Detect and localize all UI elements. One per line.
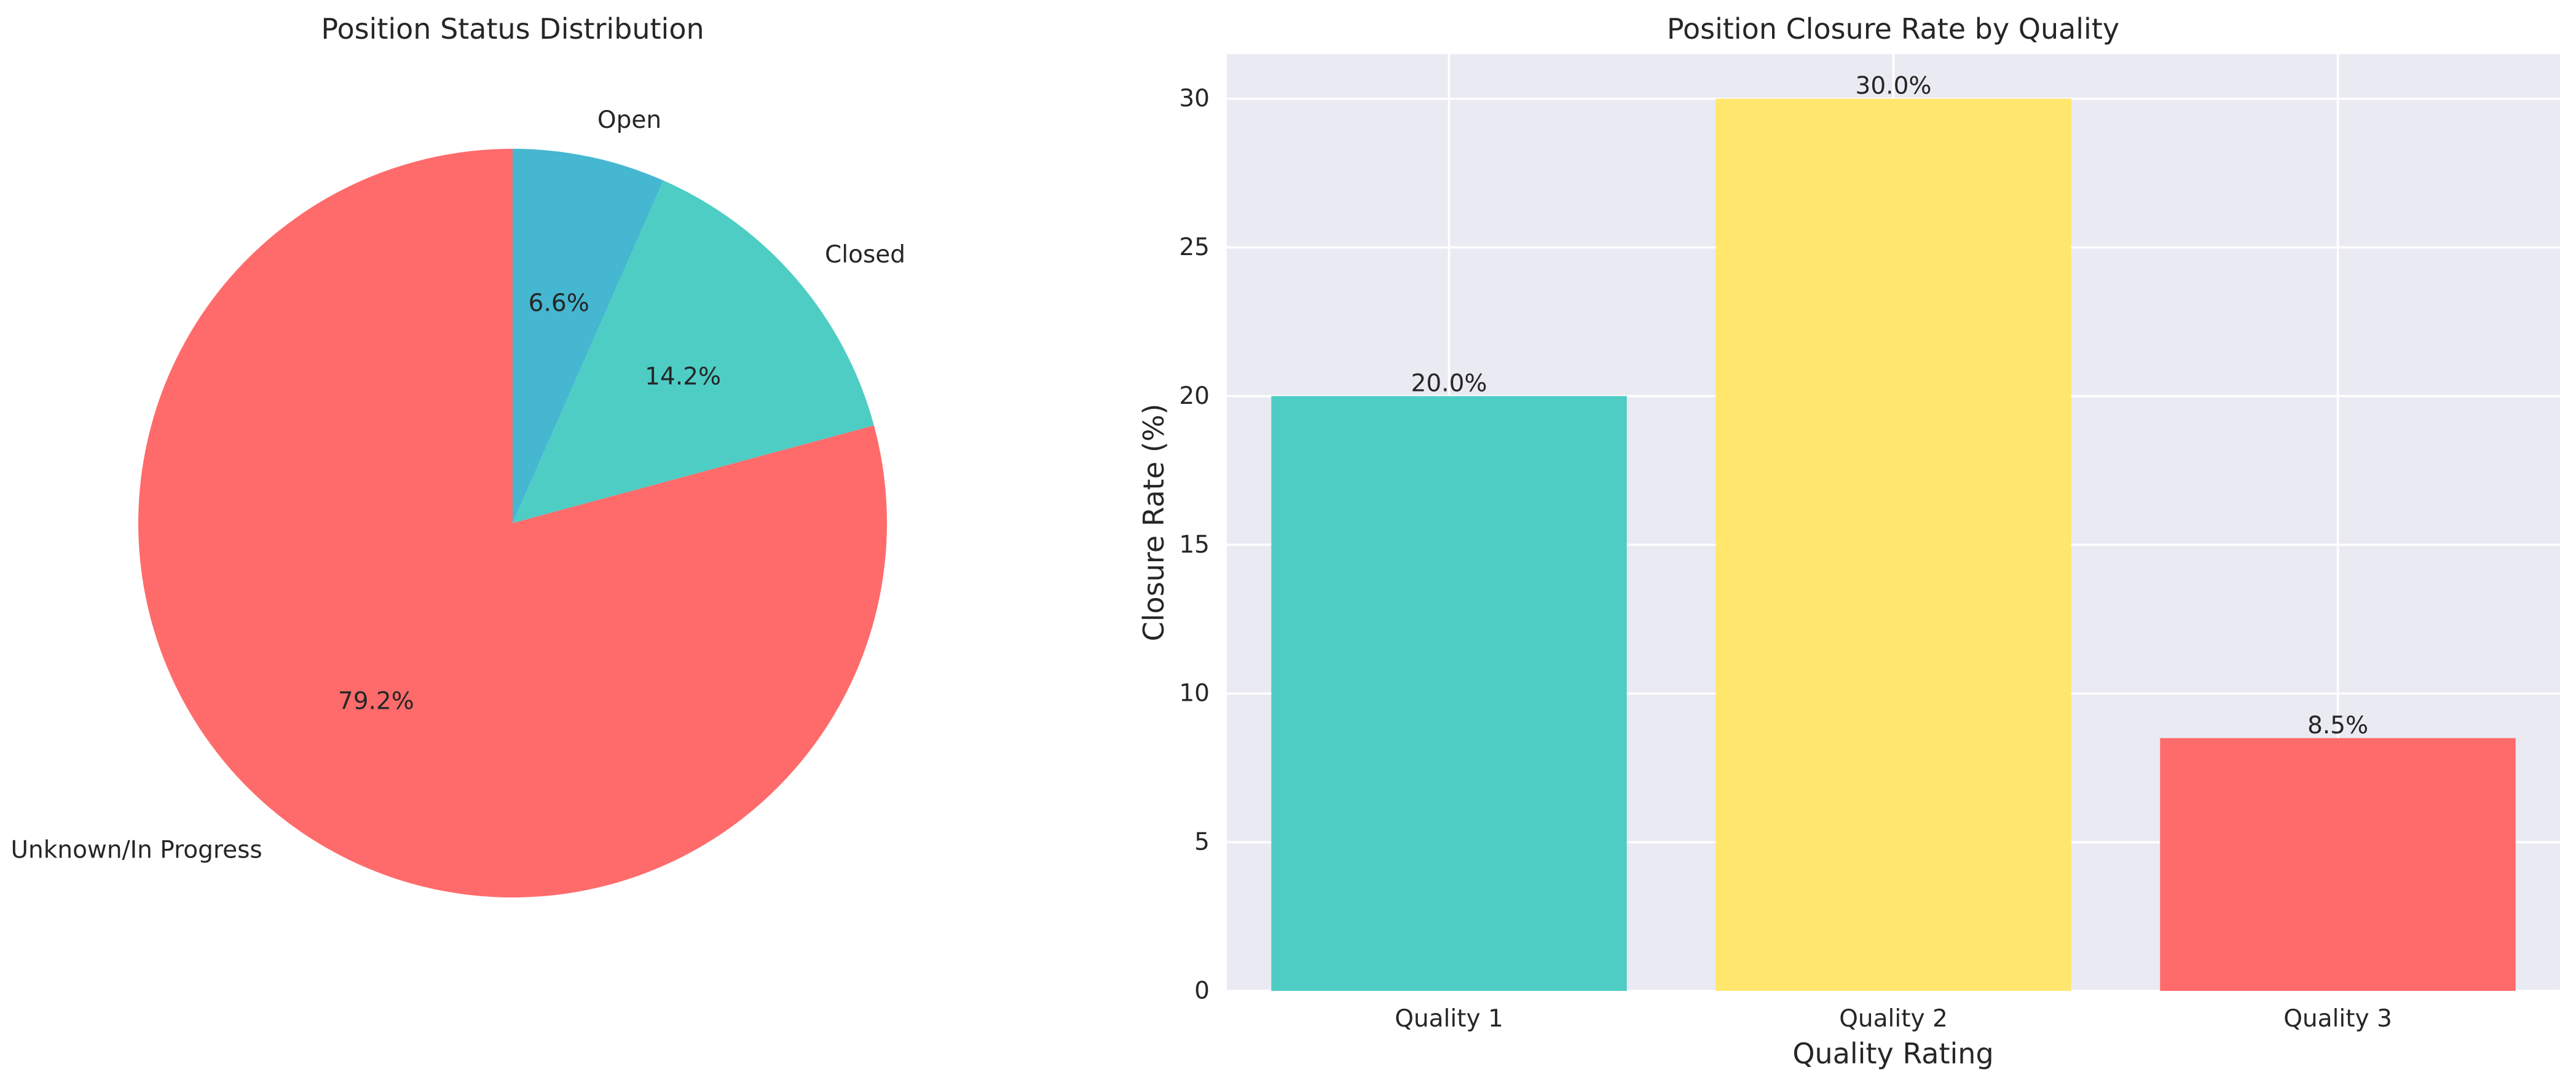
bar-chart-title: Position Closure Rate by Quality	[1667, 12, 2119, 45]
pie-percent-open: 6.6%	[529, 290, 589, 317]
pie-slices	[138, 149, 888, 897]
bar-value-label-quality-2: 30.0%	[1856, 73, 1932, 100]
y-axis-label: Closure Rate (%)	[1137, 404, 1170, 642]
pie-percent-closed: 14.2%	[645, 363, 721, 390]
bar-value-labels: 20.0% 30.0% 8.5%	[1411, 73, 2369, 739]
y-tick-25: 25	[1179, 234, 1210, 261]
y-tick-20: 20	[1179, 382, 1210, 410]
pie-label-open: Open	[597, 106, 661, 134]
pie-slice-unknown-in-progress	[138, 149, 888, 897]
x-axis-label: Quality Rating	[1792, 1037, 1993, 1070]
x-tick-quality-3: Quality 3	[2283, 1005, 2392, 1033]
pie-slice-closed	[513, 180, 874, 523]
y-tick-5: 5	[1194, 829, 1210, 856]
pie-labels: Open 6.6% Closed 14.2% Unknown/In Progress 79…	[11, 106, 906, 864]
y-tick-0: 0	[1194, 977, 1210, 1005]
bar-value-label-quality-1: 20.0%	[1411, 369, 1487, 397]
bar-quality-2	[1715, 98, 2071, 991]
pie-label-unknown-in-progress: Unknown/In Progress	[11, 836, 262, 864]
pie-label-closed: Closed	[825, 241, 905, 269]
x-tick-labels: Quality 1 Quality 2 Quality 3	[1395, 1005, 2392, 1033]
bar-chart: Position Closure Rate by Quality 20.0% 30…	[1137, 12, 2560, 1070]
pie-percent-unknown-in-progress: 79.2%	[338, 688, 414, 715]
pie-chart-title: Position Status Distribution	[321, 12, 704, 45]
y-tick-15: 15	[1179, 531, 1210, 559]
pie-chart: Position Status Distribution Open 6.6% Clo…	[11, 12, 906, 897]
bar-quality-3	[2160, 738, 2516, 991]
y-tick-10: 10	[1179, 680, 1210, 708]
y-tick-30: 30	[1179, 85, 1210, 112]
y-tick-labels: 0 5 10 15 20 25 30	[1179, 85, 1210, 1004]
bars	[1271, 98, 2516, 991]
x-tick-quality-2: Quality 2	[1839, 1005, 1948, 1033]
bar-value-label-quality-3: 8.5%	[2307, 712, 2368, 739]
pie-slice-open	[513, 149, 664, 523]
x-tick-quality-1: Quality 1	[1395, 1005, 1503, 1033]
bar-quality-1	[1271, 396, 1627, 991]
